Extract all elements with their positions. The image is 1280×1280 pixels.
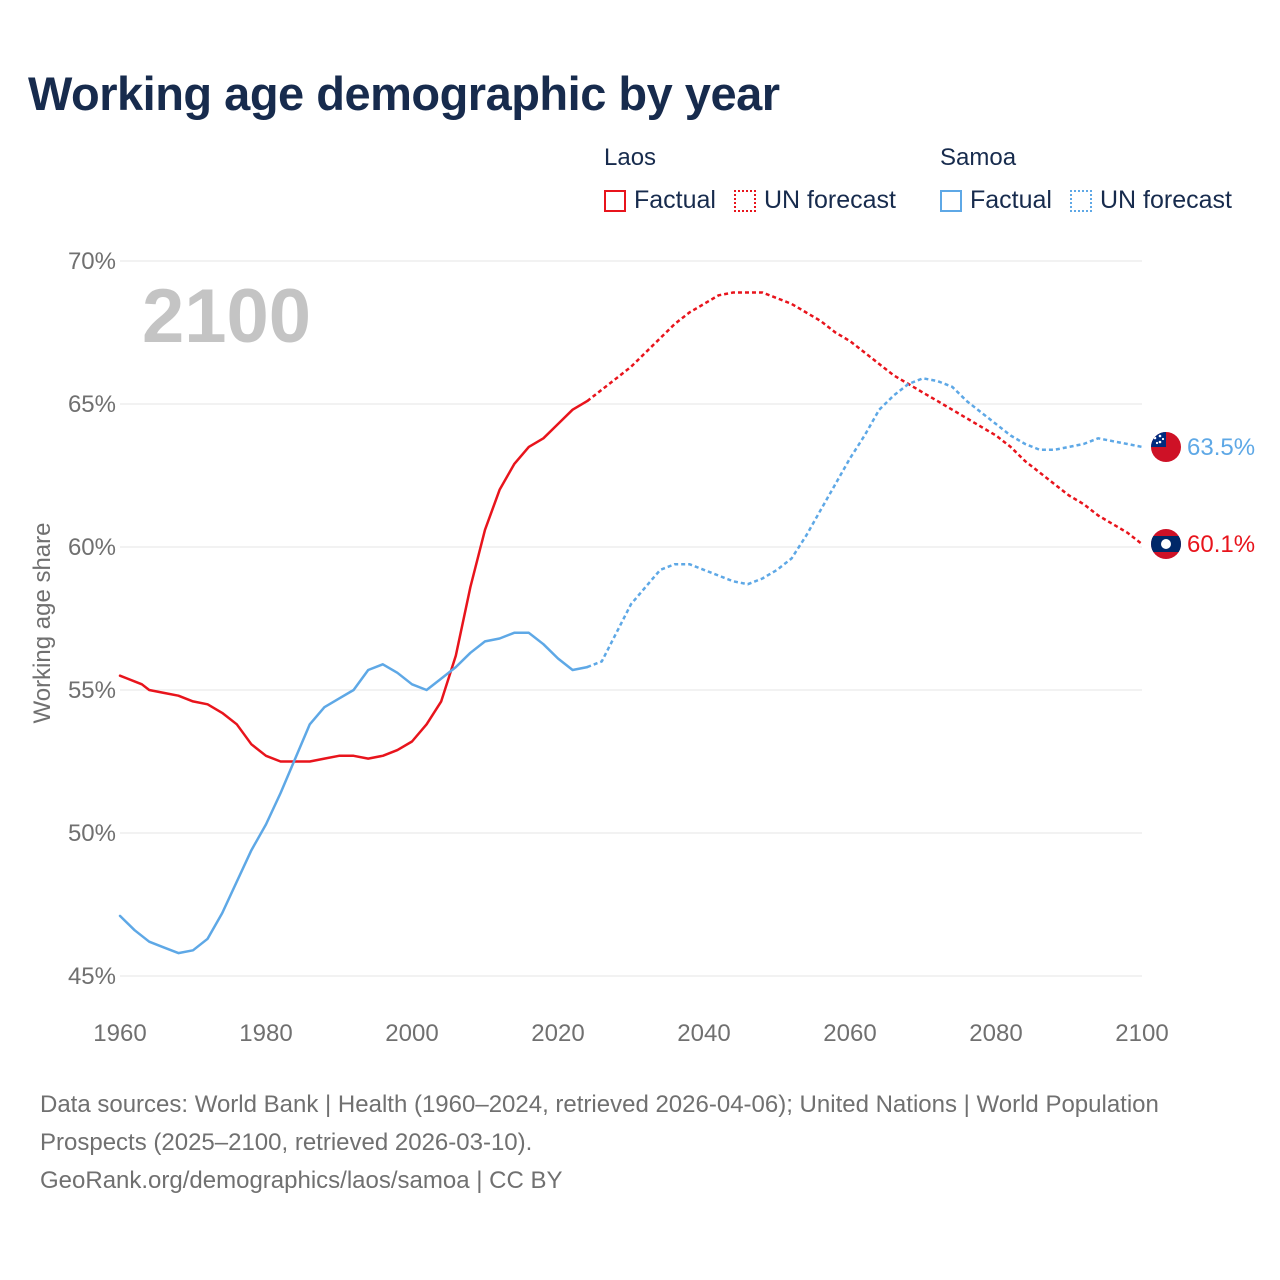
y-tick-label: 55%	[68, 677, 116, 704]
legend-swatch-solid	[940, 189, 962, 212]
year-watermark: 2100	[142, 274, 311, 359]
samoa-factual-line	[118, 631, 589, 955]
legend-laos-forecast[interactable]: UN forecast	[733, 186, 896, 215]
y-tick-label: 65%	[68, 391, 116, 418]
legend-swatch-dotted	[733, 189, 756, 212]
legend-swatch-solid	[604, 189, 626, 212]
samoa-forecast-line	[586, 377, 1143, 669]
grid-lines	[120, 260, 1142, 977]
x-tick-label: 2000	[385, 1020, 438, 1047]
legend-country-laos: Laos	[604, 144, 657, 171]
data-sources: Data sources: World Bank | Health (1960–…	[40, 1091, 1159, 1156]
legend-samoa-forecast[interactable]: UN forecast	[1069, 186, 1232, 215]
y-tick-label: 45%	[68, 963, 116, 990]
x-tick-label: 2080	[969, 1020, 1022, 1047]
footer: Data sources: World Bank | Health (1960–…	[40, 1086, 1220, 1200]
x-tick-label: 1960	[93, 1020, 146, 1047]
laos-factual-line	[118, 399, 589, 763]
x-tick-label: 2040	[677, 1020, 730, 1047]
legend-label: UN forecast	[763, 186, 896, 214]
laos-forecast-line	[586, 291, 1143, 546]
credit-line: GeoRank.org/demographics/laos/samoa | CC…	[40, 1167, 563, 1194]
x-axis: 1960 1980 2000 2020 2040 2060 2080 2100	[93, 1020, 1168, 1047]
y-tick-label: 60%	[68, 534, 116, 561]
y-axis-label: Working age share	[29, 523, 56, 724]
laos-end-label: 60.1%	[1187, 531, 1255, 558]
series-layer	[118, 291, 1143, 955]
x-tick-label: 2060	[823, 1020, 876, 1047]
y-tick-label: 50%	[68, 820, 116, 847]
y-tick-label: 70%	[68, 248, 116, 275]
x-tick-label: 1980	[239, 1020, 292, 1047]
x-tick-label: 2100	[1115, 1020, 1168, 1047]
chart-title: Working age demographic by year	[28, 67, 780, 120]
samoa-flag-icon	[1151, 432, 1181, 462]
end-labels: 60.1% 63.5%	[1187, 434, 1255, 558]
legend-country-samoa: Samoa	[940, 144, 1017, 171]
legend-samoa-factual[interactable]: Factual	[940, 186, 1052, 215]
legend-group-samoa: Samoa Factual UN forecast	[940, 144, 1250, 215]
samoa-end-label: 63.5%	[1187, 434, 1255, 461]
legend-laos-factual[interactable]: Factual	[604, 186, 716, 215]
legend-label: Factual	[634, 186, 716, 214]
legend-group-laos: Laos Factual UN forecast	[604, 144, 914, 215]
legend-label: UN forecast	[1099, 186, 1232, 214]
x-tick-label: 2020	[531, 1020, 584, 1047]
laos-flag-icon	[1151, 529, 1181, 559]
y-axis: 45% 50% 55% 60% 65% 70%	[68, 248, 116, 990]
legend-label: Factual	[970, 186, 1052, 214]
legend-swatch-dotted	[1069, 189, 1092, 212]
